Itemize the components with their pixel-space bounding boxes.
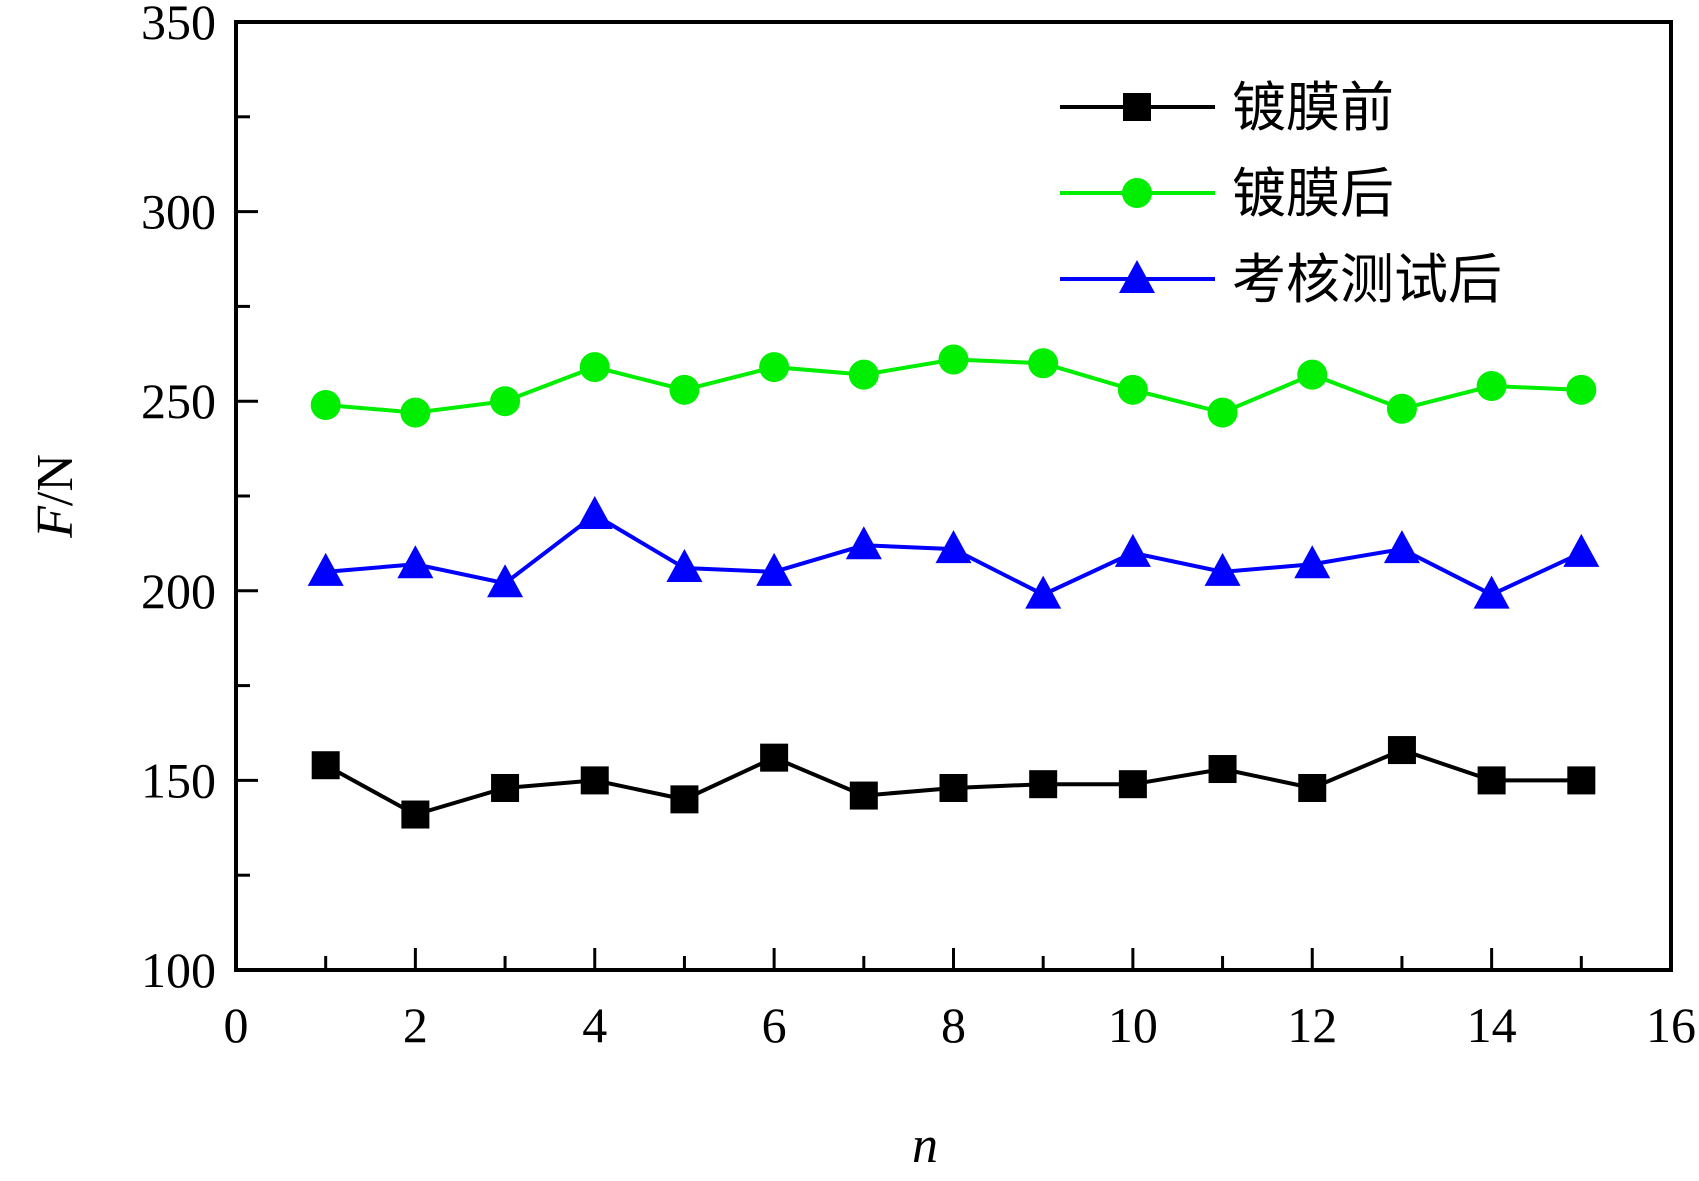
data-point-triangle — [1204, 552, 1241, 586]
data-point-circle — [1028, 348, 1059, 379]
y-tick-label: 150 — [141, 752, 216, 808]
data-point-triangle — [1114, 533, 1151, 567]
data-point-triangle — [935, 530, 972, 564]
legend-item: 镀膜后 — [1060, 162, 1394, 225]
x-tick-label: 10 — [1108, 997, 1158, 1053]
data-point-triangle — [845, 526, 882, 560]
data-point-circle — [1117, 374, 1148, 405]
data-point-circle — [669, 374, 700, 405]
data-point-square — [1567, 766, 1596, 795]
data-point-circle — [759, 352, 790, 383]
data-point-square — [849, 781, 878, 810]
data-point-triangle — [1025, 575, 1062, 609]
y-tick-label: 100 — [141, 942, 216, 998]
data-point-triangle — [1119, 260, 1155, 293]
data-point-circle — [1122, 178, 1152, 208]
series-2 — [310, 344, 1597, 428]
x-tick-label: 0 — [224, 997, 249, 1053]
data-point-square — [311, 751, 340, 780]
data-point-circle — [1566, 374, 1597, 405]
y-tick-label: 350 — [141, 0, 216, 50]
y-tick-label: 250 — [141, 373, 216, 429]
x-tick-label: 14 — [1467, 997, 1517, 1053]
x-tick-label: 16 — [1646, 997, 1696, 1053]
x-tick-label: 2 — [403, 997, 428, 1053]
data-point-square — [491, 773, 520, 802]
data-point-square — [1298, 773, 1327, 802]
plot-frame — [234, 20, 1673, 972]
x-tick-label: 4 — [582, 997, 607, 1053]
legend-label: 镀膜后 — [1232, 162, 1394, 225]
x-axis: 0 2 4 6 8 10 12 14 16 — [224, 948, 1696, 1053]
x-tick-label: 12 — [1287, 997, 1337, 1053]
data-point-triangle — [487, 564, 524, 598]
data-point-square — [760, 743, 789, 772]
series-layer — [307, 344, 1600, 829]
data-point-circle — [400, 397, 431, 428]
data-point-square — [1477, 766, 1506, 795]
x-axis-title: n — [912, 1117, 938, 1174]
y-axis: 100 150 200 250 300 350 — [141, 0, 258, 998]
y-axis-title-symbol: F — [27, 505, 84, 539]
data-point-circle — [938, 344, 969, 375]
data-point-square — [939, 773, 968, 802]
legend-label: 考核测试后 — [1232, 248, 1502, 311]
y-axis-title-unit: /N — [27, 454, 84, 506]
data-point-square — [1029, 770, 1058, 799]
data-point-triangle — [1383, 530, 1420, 564]
data-point-square — [1387, 736, 1416, 765]
data-point-triangle — [1563, 533, 1600, 567]
data-point-triangle — [307, 552, 344, 586]
x-tick-label: 8 — [941, 997, 966, 1053]
data-point-circle — [848, 359, 879, 390]
data-point-square — [1118, 770, 1147, 799]
data-point-square — [1123, 93, 1151, 121]
data-point-triangle — [756, 552, 793, 586]
data-point-circle — [310, 389, 341, 420]
x-tick-label: 6 — [762, 997, 787, 1053]
data-point-circle — [579, 352, 610, 383]
y-axis-title: F/N — [27, 454, 84, 539]
data-point-square — [580, 766, 609, 795]
data-point-circle — [1207, 397, 1238, 428]
data-point-circle — [1386, 393, 1417, 424]
series-1 — [311, 736, 1596, 829]
legend-item: 镀膜前 — [1060, 76, 1394, 139]
data-point-circle — [1297, 359, 1328, 390]
data-point-triangle — [397, 545, 434, 579]
y-tick-label: 200 — [141, 563, 216, 619]
data-point-square — [1208, 755, 1237, 784]
y-tick-label: 300 — [141, 184, 216, 240]
data-point-square — [401, 800, 430, 829]
data-point-square — [670, 785, 699, 814]
data-point-circle — [1476, 371, 1507, 402]
data-point-triangle — [1294, 545, 1331, 579]
legend-item: 考核测试后 — [1060, 248, 1502, 311]
data-point-triangle — [666, 549, 703, 583]
data-point-triangle — [576, 495, 613, 529]
series-3 — [307, 495, 1600, 609]
data-point-triangle — [1473, 575, 1510, 609]
legend-label: 镀膜前 — [1232, 76, 1394, 139]
data-point-circle — [490, 386, 521, 417]
